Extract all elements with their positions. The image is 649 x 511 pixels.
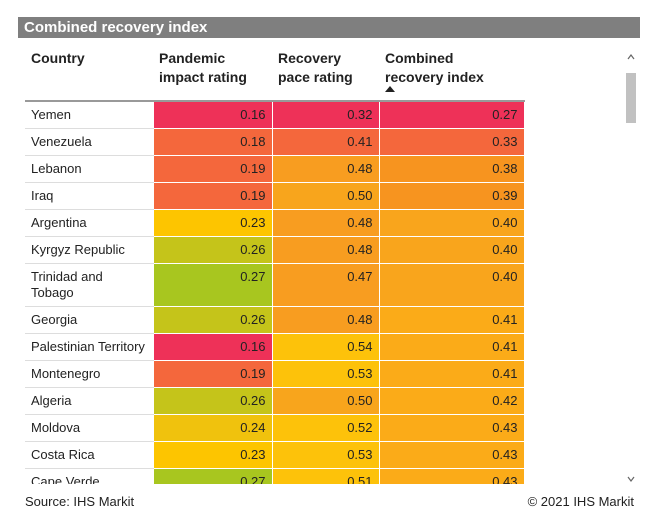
value-cell: 0.24 [153,414,273,442]
value-cell: 0.26 [153,306,273,334]
value-cell: 0.26 [153,236,273,264]
table-row: Venezuela 0.18 0.41 0.33 [25,128,525,156]
table-viewport[interactable]: Country Pandemic impact rating Recovery … [25,40,525,484]
country-cell: Lebanon [25,155,154,183]
value-cell: 0.50 [272,387,380,415]
header-text: Combined recovery index [385,50,484,85]
value-cell: 0.33 [379,128,525,156]
value-cell: 0.40 [379,236,525,264]
country-cell: Iraq [25,182,154,210]
column-header[interactable]: Combined recovery index [379,40,524,102]
table-row: Cape Verde 0.27 0.51 0.43 [25,468,525,484]
table-row: Moldova 0.24 0.52 0.43 [25,414,525,442]
header-row: Country Pandemic impact rating Recovery … [25,40,524,102]
table-row: Palestinian Territory 0.16 0.54 0.41 [25,333,525,361]
table-row: Argentina 0.23 0.48 0.40 [25,209,525,237]
value-cell: 0.47 [272,263,380,307]
header-text: Pandemic impact rating [159,50,247,85]
value-cell: 0.19 [153,360,273,388]
value-cell: 0.19 [153,155,273,183]
country-cell: Cape Verde [25,468,154,484]
country-cell: Moldova [25,414,154,442]
column-header[interactable]: Recovery pace rating [272,40,379,102]
value-cell: 0.32 [272,101,380,129]
value-cell: 0.39 [379,182,525,210]
country-cell: Algeria [25,387,154,415]
value-cell: 0.23 [153,209,273,237]
header-text: Country [31,50,85,66]
value-cell: 0.18 [153,128,273,156]
value-cell: 0.41 [379,360,525,388]
value-cell: 0.27 [153,468,273,484]
value-cell: 0.51 [272,468,380,484]
value-cell: 0.50 [272,182,380,210]
table: Country Pandemic impact rating Recovery … [25,40,525,484]
header-text: Recovery pace rating [278,50,353,85]
copyright: © 2021 IHS Markit [527,494,634,509]
title-bar: Combined recovery index [18,17,640,38]
value-cell: 0.52 [272,414,380,442]
value-cell: 0.43 [379,468,525,484]
table-row: Kyrgyz Republic 0.26 0.48 0.40 [25,236,525,264]
country-cell: Argentina [25,209,154,237]
table-row: Costa Rica 0.23 0.53 0.43 [25,441,525,469]
country-cell: Costa Rica [25,441,154,469]
country-cell: Venezuela [25,128,154,156]
value-cell: 0.48 [272,236,380,264]
value-cell: 0.19 [153,182,273,210]
value-cell: 0.48 [272,306,380,334]
value-cell: 0.40 [379,209,525,237]
value-cell: 0.43 [379,441,525,469]
value-cell: 0.53 [272,360,380,388]
country-cell: Palestinian Territory [25,333,154,361]
country-cell: Kyrgyz Republic [25,236,154,264]
table-row: Algeria 0.26 0.50 0.42 [25,387,525,415]
table-row: Yemen 0.16 0.32 0.27 [25,101,525,129]
value-cell: 0.41 [272,128,380,156]
country-cell: Trinidad and Tobago [25,263,154,307]
value-cell: 0.40 [379,263,525,307]
table-row: Iraq 0.19 0.50 0.39 [25,182,525,210]
value-cell: 0.48 [272,155,380,183]
table-row: Trinidad and Tobago 0.27 0.47 0.40 [25,263,525,307]
value-cell: 0.16 [153,333,273,361]
value-cell: 0.27 [153,263,273,307]
value-cell: 0.26 [153,387,273,415]
table-row: Lebanon 0.19 0.48 0.38 [25,155,525,183]
table-row: Georgia 0.26 0.48 0.41 [25,306,525,334]
country-cell: Georgia [25,306,154,334]
value-cell: 0.41 [379,306,525,334]
column-header[interactable]: Country [25,40,153,102]
scrollbar[interactable] [624,45,638,489]
value-cell: 0.41 [379,333,525,361]
table-row: Montenegro 0.19 0.53 0.41 [25,360,525,388]
value-cell: 0.42 [379,387,525,415]
country-cell: Montenegro [25,360,154,388]
scroll-thumb[interactable] [626,73,636,123]
value-cell: 0.27 [379,101,525,129]
value-cell: 0.38 [379,155,525,183]
sort-arrow [385,86,395,92]
value-cell: 0.16 [153,101,273,129]
value-cell: 0.23 [153,441,273,469]
source: Source: IHS Markit [25,494,135,509]
value-cell: 0.53 [272,441,380,469]
value-cell: 0.48 [272,209,380,237]
country-cell: Yemen [25,101,154,129]
scroll-arrows [627,54,635,482]
column-header[interactable]: Pandemic impact rating [153,40,272,102]
value-cell: 0.54 [272,333,380,361]
value-cell: 0.43 [379,414,525,442]
